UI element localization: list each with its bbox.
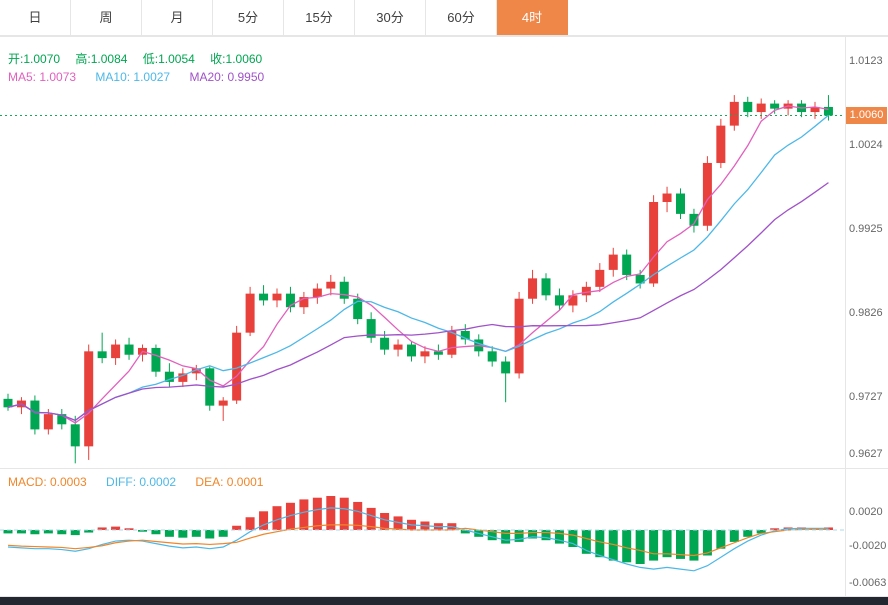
macd-label: MACD:	[8, 475, 50, 489]
ma20-label: MA20:	[189, 70, 228, 84]
macd-value: 0.0003	[50, 475, 87, 489]
timeframe-toolbar: 日 周 月 5分 15分 30分 60分 4时	[0, 0, 888, 36]
ma5-label: MA5:	[8, 70, 40, 84]
ma20-readout: MA20: 0.9950	[189, 70, 264, 84]
y-axis-tick: 1.0024	[849, 138, 883, 151]
tab-month[interactable]: 月	[142, 0, 213, 35]
diff-label: DIFF:	[106, 475, 140, 489]
low-readout: 低:1.0054	[143, 52, 195, 66]
tab-30min[interactable]: 30分	[355, 0, 426, 35]
open-label: 开:	[8, 52, 24, 66]
close-readout: 收:1.0060	[210, 52, 262, 66]
chart-scrollbar[interactable]	[0, 597, 888, 605]
dea-value: 0.0001	[226, 475, 264, 489]
ma10-label: MA10:	[95, 70, 134, 84]
macd-legend: MACD: 0.0003 DIFF: 0.0002 DEA: 0.0001	[8, 475, 279, 489]
diff-value: 0.0002	[139, 475, 177, 489]
ma5-readout: MA5: 1.0073	[8, 70, 76, 84]
tab-week[interactable]: 周	[71, 0, 142, 35]
diff-readout: DIFF: 0.0002	[106, 475, 176, 489]
low-value: 1.0054	[158, 52, 195, 66]
low-label: 低:	[142, 52, 159, 66]
dea-label: DEA:	[195, 475, 227, 489]
macd-y-tick: 0.0020	[849, 506, 883, 518]
macd-y-tick: -0.0020	[849, 540, 887, 552]
y-axis-tick: 1.0123	[849, 55, 883, 67]
ma5-value: 1.0073	[39, 70, 77, 84]
ma10-value: 1.0027	[133, 70, 171, 84]
close-value: 1.0060	[225, 52, 263, 66]
open-value: 1.0070	[23, 52, 61, 66]
open-readout: 开:1.0070	[8, 52, 60, 66]
tab-4hour[interactable]: 4时	[497, 0, 568, 35]
y-axis-tick: 0.9826	[849, 306, 883, 319]
high-readout: 高:1.0084	[75, 52, 127, 66]
tab-60min[interactable]: 60分	[426, 0, 497, 35]
tab-5min[interactable]: 5分	[213, 0, 284, 35]
macd-y-tick: -0.0063	[849, 576, 887, 589]
y-axis-tick: 0.9727	[849, 390, 883, 403]
ohlc-legend: 开:1.0070 高:1.0084 低:1.0054 收:1.0060	[8, 50, 274, 67]
ma-legend: MA5: 1.0073 MA10: 1.0027 MA20: 0.9950	[8, 70, 280, 84]
high-label: 高:	[75, 52, 91, 66]
ma20-value: 0.9950	[227, 70, 265, 84]
tab-15min[interactable]: 15分	[284, 0, 355, 35]
close-label: 收:	[210, 52, 226, 66]
macd-readout: MACD: 0.0003	[8, 475, 87, 489]
current-price-tag: 1.0060	[846, 106, 887, 124]
y-axis-tick: 0.9627	[849, 448, 883, 460]
high-value: 1.0084	[90, 52, 128, 66]
ma10-readout: MA10: 1.0027	[95, 70, 170, 84]
dea-readout: DEA: 0.0001	[195, 475, 263, 489]
y-axis-tick: 0.9925	[849, 222, 883, 235]
tab-day[interactable]: 日	[0, 0, 71, 35]
